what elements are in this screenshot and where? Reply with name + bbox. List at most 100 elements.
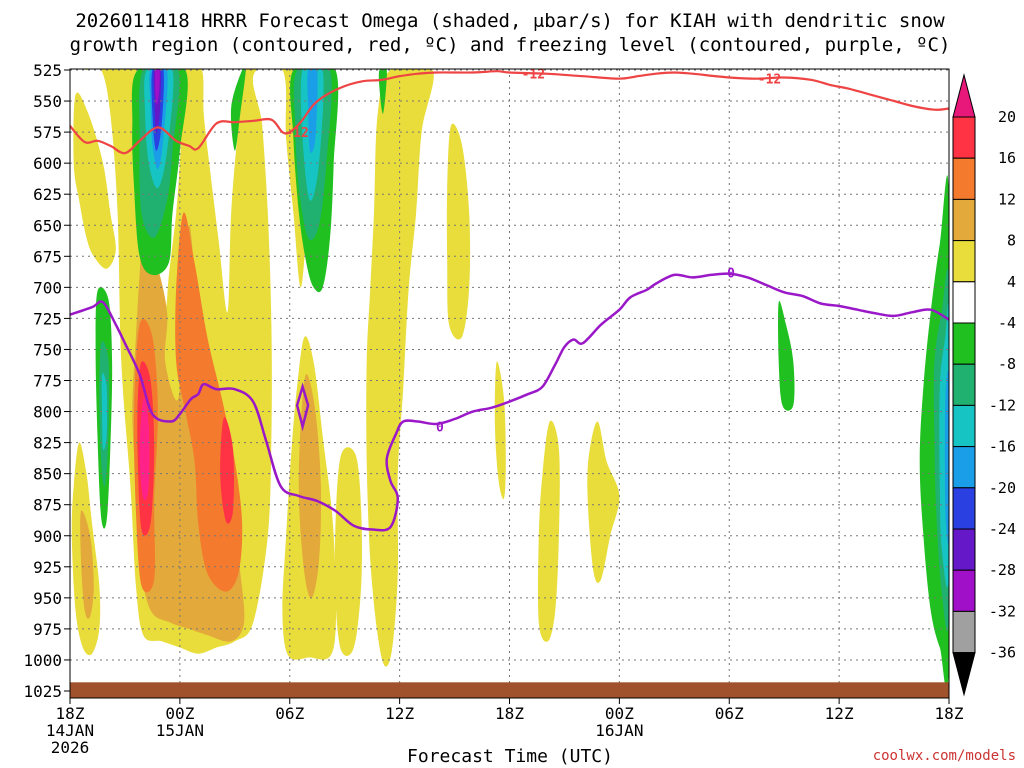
freezing-contour-label-1: 0 <box>727 266 735 281</box>
plot-area: -12 -12 -12 0 0 <box>70 68 949 698</box>
omega-positive-region-5 <box>334 447 362 656</box>
freezing-contour-label-0: 0 <box>436 420 444 435</box>
omega-negative-region-13 <box>101 373 108 451</box>
y-tick-label-625: 625 <box>33 185 62 204</box>
colorbar-label-7: -12 <box>989 396 1016 414</box>
colorbar-swatch-10 <box>952 528 976 571</box>
omega-positive-region-8 <box>537 420 560 642</box>
y-tick-label-875: 875 <box>33 496 62 515</box>
y-tick-label-525: 525 <box>33 61 62 80</box>
omega-positive-region-16 <box>220 417 235 524</box>
dendritic-contour-label-0: -12 <box>285 126 308 141</box>
colorbar-bottom-arrow <box>952 652 976 697</box>
dendritic-contour-label-2: -12 <box>758 73 781 88</box>
y-tick-label-975: 975 <box>33 620 62 639</box>
y-tick-label-575: 575 <box>33 123 62 142</box>
y-tick-label-600: 600 <box>33 154 62 173</box>
colorbar-swatch-0 <box>952 116 976 159</box>
chart-title-line1: 2026011418 HRRR Forecast Omega (shaded, … <box>75 10 945 32</box>
colorbar-swatch-9 <box>952 487 976 530</box>
y-tick-label-700: 700 <box>33 278 62 297</box>
omega-positive-region-7 <box>494 361 506 500</box>
omega-positive-region-12 <box>298 374 322 599</box>
freezing-level-contour <box>70 272 949 532</box>
omega-positive-region-6 <box>446 123 471 340</box>
omega-positive-region-17 <box>139 398 150 501</box>
colorbar-label-12: -32 <box>989 602 1016 620</box>
y-tick-label-825: 825 <box>33 434 62 453</box>
colorbar-label-8: -16 <box>989 438 1016 456</box>
y-tick-label-850: 850 <box>33 465 62 484</box>
omega-positive-region-9 <box>587 421 620 583</box>
colorbar-swatch-7 <box>952 404 976 448</box>
y-tick-label-900: 900 <box>33 527 62 546</box>
omega-positive-region-4 <box>366 69 434 667</box>
colorbar-swatch-3 <box>952 240 976 283</box>
colorbar-label-10: -24 <box>989 520 1016 538</box>
colorbar-label-13: -36 <box>989 644 1016 662</box>
y-tick-label-550: 550 <box>33 92 62 111</box>
chart-title-line2: growth region (contoured, red, ºC) and f… <box>70 34 951 56</box>
colorbar-swatch-8 <box>952 446 976 489</box>
x-tick-label-6: 00Z <box>165 704 194 723</box>
omega-negative-region-2 <box>230 69 246 151</box>
credit-link[interactable]: coolwx.com/models <box>873 748 1016 764</box>
colorbar-label-11: -28 <box>989 561 1016 579</box>
colorbar-label-4: 4 <box>1007 273 1016 291</box>
ground-layer <box>70 682 949 698</box>
colorbar-label-1: 16 <box>998 149 1016 167</box>
colorbar-label-3: 8 <box>1007 232 1016 250</box>
x-tick-label-24: 18Z <box>495 704 524 723</box>
y-tick-label-775: 775 <box>33 372 62 391</box>
colorbar-top-arrow <box>952 73 976 118</box>
y-tick-label-650: 650 <box>33 216 62 235</box>
x-tick-label-18: 12Z <box>385 704 414 723</box>
x-tick-label-48: 18Z <box>935 704 964 723</box>
colorbar-swatch-11 <box>952 569 976 612</box>
colorbar-swatch-2 <box>952 198 976 242</box>
y-tick-label-725: 725 <box>33 309 62 328</box>
x-tick-year-0: 2026 <box>51 738 90 757</box>
omega-negative-region-16 <box>307 69 318 153</box>
x-tick-date-30: 16JAN <box>595 721 643 740</box>
omega-negative-region-17 <box>944 370 949 545</box>
colorbar-swatch-12 <box>952 610 976 654</box>
y-tick-label-1025: 1025 <box>23 682 62 701</box>
colorbar: 20 16 12 8 4 -4 -8 -12 -16 -20 -24 -28 -32 -36 <box>952 73 1016 697</box>
omega-shading <box>71 69 949 692</box>
x-tick-date-6: 15JAN <box>156 721 204 740</box>
colorbar-label-0: 20 <box>998 108 1016 126</box>
colorbar-swatch-4 <box>952 281 976 324</box>
x-tick-label-12: 06Z <box>275 704 304 723</box>
dendritic-contour-label-1: -12 <box>522 68 545 83</box>
colorbar-label-2: 12 <box>998 190 1016 208</box>
y-tick-label-1000: 1000 <box>23 651 62 670</box>
y-tick-label-925: 925 <box>33 558 62 577</box>
omega-positive-region-2 <box>73 92 116 269</box>
colorbar-label-9: -20 <box>989 479 1016 497</box>
colorbar-swatch-6 <box>952 363 976 406</box>
x-tick-label-30: 00Z <box>605 704 634 723</box>
y-tick-label-950: 950 <box>33 589 62 608</box>
dendritic-growth-contour <box>70 70 949 155</box>
y-axis: 525 550 575 600 625 650 675 700 725 750 775 800 825 8… <box>23 61 70 701</box>
omega-negative-region-5 <box>778 301 795 411</box>
freezing-level-contour-closed <box>295 382 310 432</box>
y-tick-label-800: 800 <box>33 403 62 422</box>
contour-lines: -12 -12 -12 0 0 <box>70 68 949 532</box>
x-tick-label-42: 12Z <box>825 704 854 723</box>
x-tick-label-0: 18Z <box>56 704 85 723</box>
x-tick-label-36: 06Z <box>715 704 744 723</box>
y-tick-label-675: 675 <box>33 247 62 266</box>
colorbar-label-6: -8 <box>998 355 1016 373</box>
omega-positive-region-11 <box>80 510 94 619</box>
y-tick-label-750: 750 <box>33 340 62 359</box>
colorbar-label-5: -4 <box>998 314 1016 332</box>
x-axis-label: Forecast Time (UTC) <box>407 746 613 767</box>
colorbar-swatch-1 <box>952 157 976 200</box>
colorbar-swatch-5 <box>952 322 976 365</box>
x-tick-date-0: 14JAN <box>46 721 94 740</box>
omega-negative-region-20 <box>154 69 160 105</box>
